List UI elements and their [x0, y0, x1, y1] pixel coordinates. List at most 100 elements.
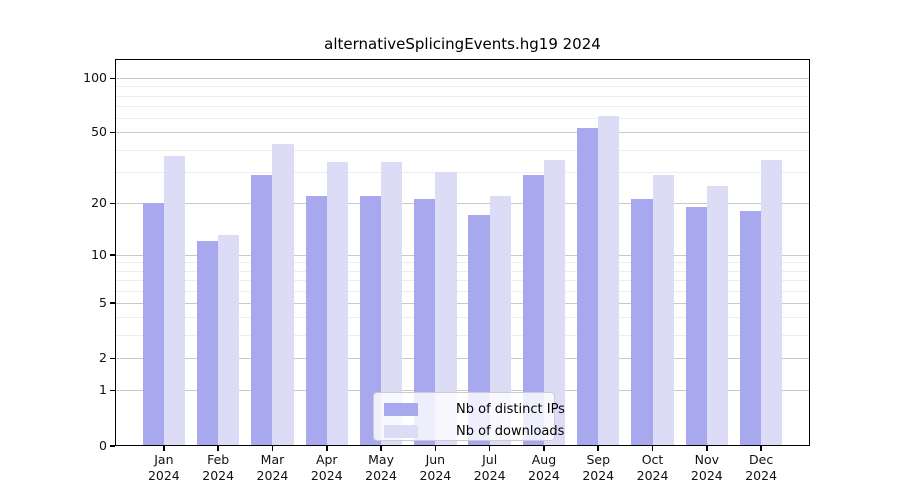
- xtick-sep: [597, 446, 599, 451]
- gridline-1: [115, 390, 810, 392]
- ytick-1: [110, 389, 115, 392]
- gridline-minor-90: [115, 86, 810, 88]
- xtick-aug: [543, 446, 545, 451]
- bar-downloads-sep: [598, 115, 620, 446]
- year-label: 2024: [202, 468, 235, 483]
- xtick-label-sep: Sep 2024: [568, 452, 628, 484]
- gridline-5: [115, 302, 810, 304]
- xtick-dec: [760, 446, 762, 451]
- ytick-label-50: 50: [91, 124, 107, 140]
- legend-label-distinct-ips: Nb of distinct IPs: [456, 401, 565, 417]
- xtick-label-feb: Feb 2024: [188, 452, 248, 484]
- gridline-50: [115, 132, 810, 134]
- bar-downloads-may: [381, 162, 403, 446]
- bar-ips-mar: [251, 174, 273, 446]
- year-label: 2024: [365, 468, 397, 483]
- xtick-apr: [326, 446, 328, 451]
- xtick-label-apr: Apr 2024: [297, 452, 357, 484]
- ytick-label-100: 100: [83, 70, 107, 85]
- bar-downloads-jul: [489, 195, 511, 446]
- month-label: Nov: [694, 452, 720, 467]
- bar-downloads-apr: [326, 162, 348, 446]
- year-label: 2024: [582, 468, 615, 483]
- bar-downloads-dec: [761, 160, 783, 446]
- bar-downloads-jun: [435, 172, 457, 446]
- gridline-minor-7: [115, 279, 810, 281]
- gridline-100: [115, 78, 810, 79]
- xtick-feb: [217, 446, 219, 451]
- month-label: May: [368, 452, 394, 467]
- ytick-label-10: 10: [91, 246, 107, 262]
- xtick-label-oct: Oct 2024: [623, 452, 683, 484]
- bar-ips-feb: [196, 241, 219, 446]
- year-label: 2024: [473, 468, 506, 483]
- year-label: 2024: [310, 468, 343, 483]
- bar-ips-sep: [577, 127, 599, 446]
- bar-ips-oct: [631, 199, 653, 446]
- gridline-20: [115, 203, 810, 205]
- xtick-label-jun: Jun 2024: [405, 452, 465, 484]
- month-label: Apr: [315, 452, 338, 467]
- month-label: Aug: [531, 452, 557, 467]
- gridline-minor-8: [115, 270, 810, 272]
- month-label: Sep: [586, 452, 611, 467]
- bar-ips-jul: [468, 215, 490, 446]
- ytick-50: [110, 131, 115, 134]
- month-label: Jul: [482, 452, 498, 467]
- bar-ips-dec: [739, 211, 762, 446]
- xtick-label-dec: Dec 2024: [731, 452, 791, 484]
- legend: Nb of distinct IPs Nb of downloads: [373, 392, 565, 441]
- ytick-label-5: 5: [99, 294, 107, 310]
- xtick-jul: [488, 446, 491, 451]
- gridline-minor-40: [115, 149, 810, 151]
- gridline-minor-9: [115, 262, 810, 264]
- bar-ips-apr: [305, 195, 327, 446]
- gridline-minor-4: [115, 317, 810, 319]
- chart-title: alternativeSplicingEvents.hg19 2024: [324, 35, 601, 53]
- ytick-label-1: 1: [99, 382, 107, 398]
- gridline-minor-70: [115, 106, 810, 108]
- legend-swatch-distinct-ips-icon: [384, 402, 418, 416]
- month-label: Jan: [154, 452, 174, 467]
- gridline-10: [115, 254, 810, 256]
- xtick-label-may: May 2024: [351, 452, 411, 484]
- xtick-label-nov: Nov 2024: [677, 452, 737, 484]
- ytick-label-0: 0: [99, 437, 107, 453]
- bar-ips-may: [359, 195, 382, 446]
- month-label: Dec: [749, 452, 774, 467]
- year-label: 2024: [419, 468, 452, 483]
- plot-area: [110, 59, 810, 451]
- month-label: Oct: [641, 452, 664, 467]
- ytick-label-20: 20: [91, 195, 107, 211]
- gridline-minor-30: [115, 172, 810, 174]
- xtick-mar: [271, 446, 274, 451]
- ytick-100: [110, 77, 115, 79]
- bar-downloads-nov: [706, 186, 729, 446]
- bar-ips-nov: [685, 206, 707, 446]
- gridline-2: [115, 358, 810, 360]
- xtick-oct: [651, 446, 654, 451]
- bar-downloads-feb: [218, 235, 240, 446]
- month-label: Mar: [260, 452, 285, 467]
- ytick-10: [110, 254, 115, 256]
- xtick-jan: [163, 446, 165, 451]
- gridline-minor-6: [115, 290, 810, 292]
- xtick-nov: [706, 446, 708, 451]
- xtick-label-mar: Mar 2024: [242, 452, 302, 484]
- month-label: Feb: [207, 452, 230, 467]
- axes-spines: [115, 59, 810, 446]
- bar-ips-jan: [142, 203, 164, 446]
- xtick-may: [380, 446, 382, 451]
- month-label: Jun: [425, 452, 446, 467]
- legend-swatch-downloads-icon: [384, 424, 418, 438]
- ytick-20: [110, 202, 115, 205]
- ytick-2: [110, 357, 115, 360]
- bar-ips-jun: [414, 199, 436, 446]
- xtick-jun: [434, 446, 437, 451]
- legend-label-downloads: Nb of downloads: [456, 423, 565, 439]
- year-label: 2024: [636, 468, 669, 483]
- bar-downloads-aug: [543, 160, 566, 446]
- year-label: 2024: [147, 468, 180, 483]
- xtick-label-jul: Jul 2024: [460, 452, 520, 484]
